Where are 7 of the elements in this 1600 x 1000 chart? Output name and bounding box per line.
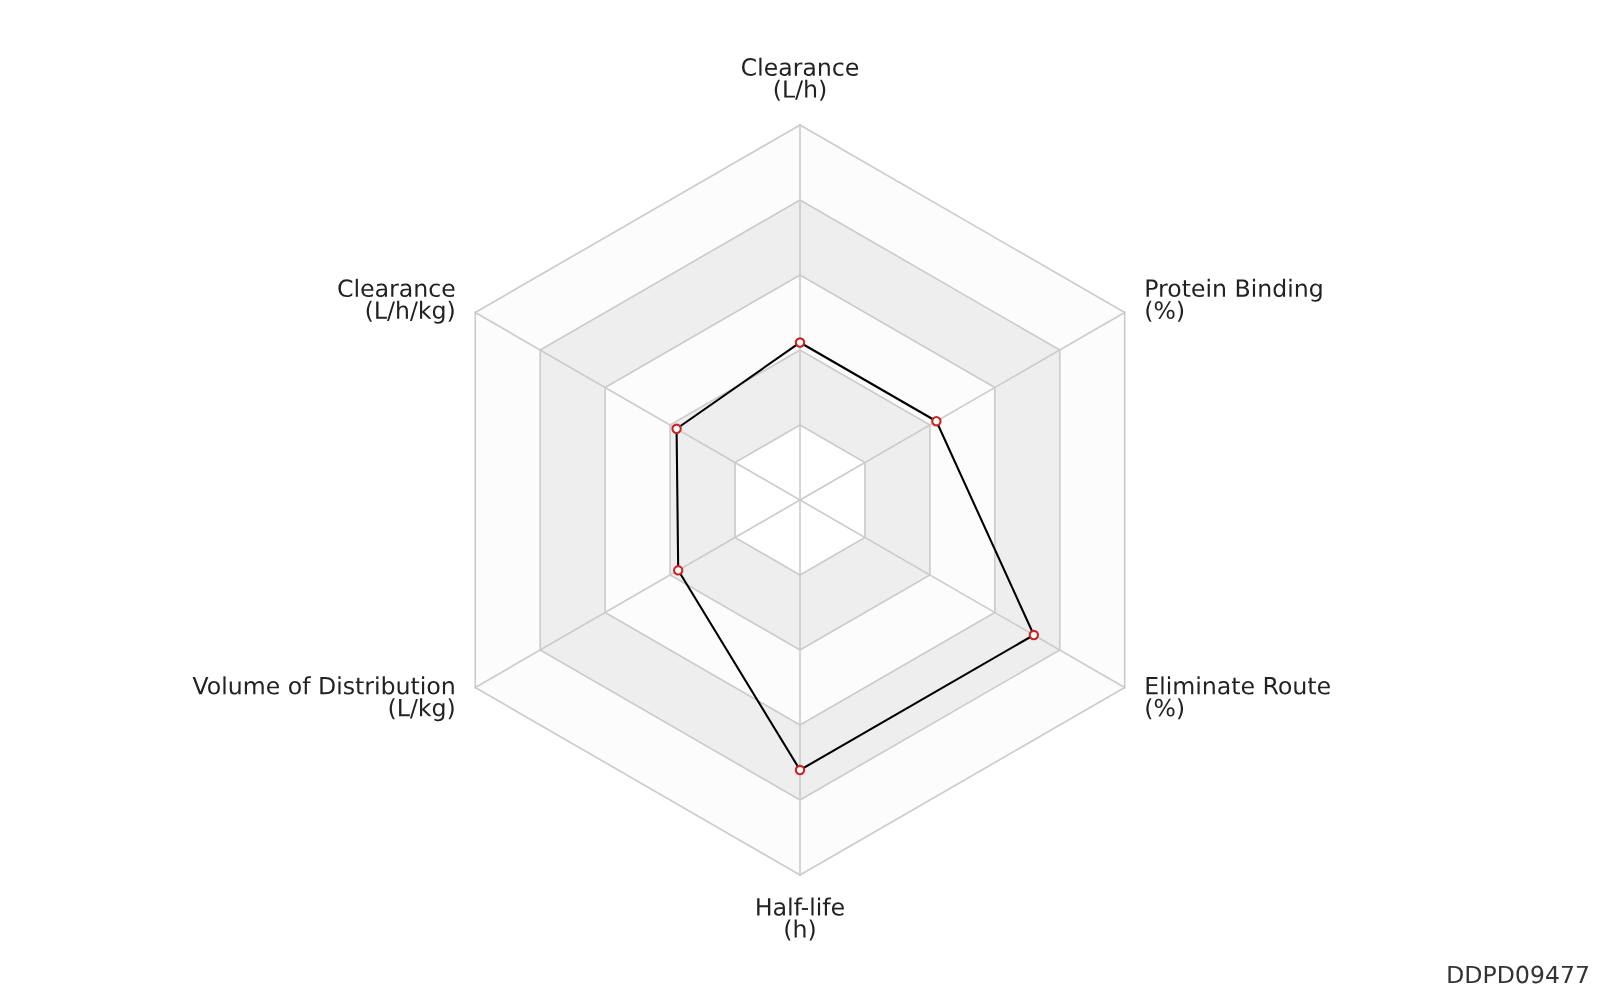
spoke-label: Protein Binding (%)	[1146, 278, 1322, 322]
text: DDPD09477	[1448, 965, 1588, 984]
spoke-label: Volume of Distribution (L/kg)	[192, 676, 454, 722]
spoke-label: Clearance (L/h/kg)	[338, 278, 455, 324]
spoke-label: Eliminate Route (%)	[1146, 676, 1330, 720]
spoke-label: Half-life (h)	[757, 897, 844, 941]
spoke-label: Clearance (L/h)	[741, 57, 859, 101]
